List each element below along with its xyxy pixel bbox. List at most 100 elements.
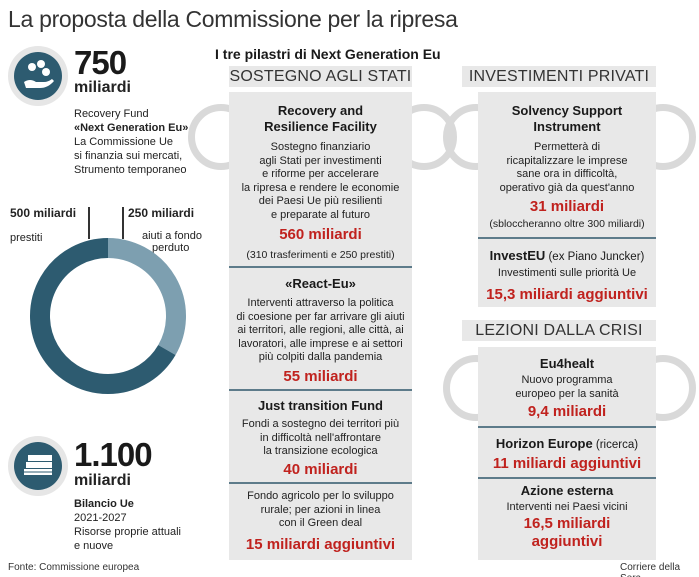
ssi-note: (sbloccheranno oltre 300 miliardi) — [489, 218, 645, 230]
loans-value: 500 miliardi — [10, 206, 77, 220]
budget-line: 2021-2027 — [74, 512, 127, 524]
sostegno-header: SOSTEGNO AGLI STATI — [229, 66, 412, 87]
agri-description: Fondo agricolo per lo sviluppo rurale; p… — [229, 490, 412, 531]
rrf-title: Recovery and Resilience Facility — [229, 103, 412, 135]
grants-label-1: aiuti a fondo — [142, 230, 202, 242]
funding-donut-chart — [30, 238, 186, 394]
section-divider — [229, 482, 412, 484]
investimenti-panel — [478, 92, 656, 307]
section-divider — [478, 237, 656, 239]
agri-desc-line: rurale; per azioni in linea — [260, 503, 381, 516]
page-title: La proposta della Commissione per la rip… — [8, 6, 458, 32]
eu4health-value: 9,4 miliardi — [527, 403, 607, 420]
fund-line: si finanzia sui mercati, — [74, 150, 183, 162]
react-desc-line: più colpiti dalla pandemia — [258, 351, 383, 363]
fund-unit: miliardi — [74, 79, 131, 96]
react-value: 55 miliardi — [283, 368, 358, 385]
agri-desc-line: con il Green deal — [278, 517, 363, 529]
eu4health-desc-line: Nuovo programma — [521, 374, 613, 386]
budget-description: Bilancio Ue 2021-2027 Risorse proprie at… — [74, 497, 204, 553]
section-divider — [229, 389, 412, 391]
azione-value-2: aggiuntivi — [531, 533, 603, 550]
lezioni-header: LEZIONI DALLA CRISI — [462, 320, 656, 341]
budget-line: e nuove — [74, 540, 114, 552]
budget-line: Risorse proprie attuali — [74, 526, 181, 538]
investeu-description: Investimenti sulle priorità Ue — [497, 267, 637, 279]
section-divider — [478, 426, 656, 428]
investeu-name: InvestEU — [489, 248, 546, 263]
source-note: Fonte: Commissione europea — [8, 562, 140, 573]
agri-desc-line: Fondo agricolo per lo sviluppo — [247, 490, 394, 502]
react-desc-line: di coesione per far arrivare gli aiuti — [236, 310, 405, 323]
horizon-value: 11 miliardi aggiuntivi — [492, 455, 642, 472]
ssi-title-line: Instrument — [533, 119, 601, 134]
rrf-description: Sostegno finanziario agli Stati per inve… — [229, 141, 412, 222]
rrf-value: 560 miliardi — [279, 226, 362, 243]
ssi-title: Solvency Support Instrument — [478, 103, 656, 135]
jtf-title: Just transition Fund — [258, 398, 383, 413]
budget-number: 1.100 — [74, 436, 153, 473]
donut-slice-grants — [107, 238, 186, 355]
agri-value: 15 miliardi aggiuntivi — [245, 536, 396, 553]
section-divider — [478, 477, 656, 479]
loans-leader-line — [88, 207, 90, 239]
fund-line: Strumento temporaneo — [74, 164, 187, 176]
fund-line: Recovery Fund — [74, 108, 149, 120]
lezioni-panel — [478, 347, 656, 560]
react-description: Interventi attraverso la politica di coe… — [229, 297, 412, 365]
investeu-subtitle: (ex Piano Juncker) — [545, 251, 645, 263]
react-desc-line: ai territori, alle regioni, alle città, … — [237, 324, 404, 336]
fund-number: 750 — [74, 44, 127, 81]
grants-value: 250 miliardi — [128, 206, 195, 220]
ssi-value: 31 miliardi — [529, 198, 605, 215]
rrf-desc-line: la ripresa e rendere le economie — [241, 181, 400, 194]
ssi-desc-line: operativo già da quest'anno — [499, 181, 635, 194]
rrf-note: (310 trasferimenti e 250 prestiti) — [246, 249, 395, 261]
loans-label: prestiti — [10, 232, 43, 244]
ssi-desc-line: Permetterà di — [533, 141, 601, 153]
horizon-title: Horizon Europe (ricerca) — [470, 436, 664, 453]
horizon-name: Horizon Europe — [495, 436, 593, 451]
rrf-desc-line: Sostegno finanziario — [270, 141, 371, 153]
budget-line: Bilancio Ue — [74, 498, 134, 510]
eu4health-desc-line: europeo per la sanità — [515, 387, 619, 400]
jtf-value: 40 miliardi — [283, 461, 358, 478]
fund-line: La Commissione Ue — [74, 136, 174, 148]
section-divider — [229, 266, 412, 268]
donut-slice-loans — [30, 238, 176, 394]
azione-title: Azione esterna — [520, 483, 614, 498]
investeu-title: InvestEU (ex Piano Juncker) — [478, 248, 656, 265]
rrf-desc-line: e riforme per accelerare — [262, 168, 379, 180]
react-title: «React-Eu» — [285, 276, 356, 291]
jtf-desc-line: la transizione ecologica — [263, 445, 378, 457]
eu4health-description: Nuovo programma europeo per la sanità — [478, 374, 656, 401]
azione-value-1: 16,5 miliardi — [523, 515, 611, 532]
lezioni-heading: LEZIONI DALLA CRISI — [475, 322, 643, 339]
sostegno-heading: SOSTEGNO AGLI STATI — [229, 68, 412, 85]
jtf-desc-line: in difficoltà nell'affrontare — [260, 431, 381, 444]
money-hand-icon — [8, 46, 68, 106]
ssi-desc-line: ricapitalizzare le imprese — [506, 154, 628, 167]
azione-description: Interventi nei Paesi vicini — [506, 501, 628, 513]
horizon-subtitle: (ricerca) — [592, 439, 639, 451]
ssi-description: Permetterà di ricapitalizzare le imprese… — [478, 141, 656, 195]
ssi-desc-line: sane ora in difficoltà, — [516, 168, 618, 180]
rrf-desc-line: agli Stati per investimenti — [259, 154, 382, 167]
budget-unit: miliardi — [74, 472, 131, 489]
fund-description: Recovery Fund «Next Generation Eu» La Co… — [74, 107, 209, 177]
react-desc-line: lavoratori, alle imprese e ai settori — [238, 337, 403, 350]
eu4health-title: Eu4healt — [539, 356, 595, 371]
grants-leader-line — [122, 207, 124, 239]
jtf-description: Fondi a sostegno dei territori più in di… — [229, 418, 412, 459]
investeu-value: 15,3 miliardi aggiuntivi — [486, 286, 648, 303]
react-desc-line: Interventi attraverso la politica — [247, 297, 394, 309]
rrf-title-line: Resilience Facility — [264, 119, 377, 134]
money-stack-icon — [8, 436, 68, 496]
rrf-desc-line: e preparate al futuro — [270, 208, 371, 221]
jtf-desc-line: Fondi a sostegno dei territori più — [241, 418, 400, 430]
grants-label-2: perduto — [152, 242, 190, 254]
fund-line: «Next Generation Eu» — [74, 122, 189, 134]
rrf-desc-line: dei Paesi Ue più resilienti — [258, 195, 383, 207]
investimenti-header: INVESTIMENTI PRIVATI — [462, 66, 656, 87]
pillars-title: I tre pilastri di Next Generation Eu — [215, 46, 441, 62]
